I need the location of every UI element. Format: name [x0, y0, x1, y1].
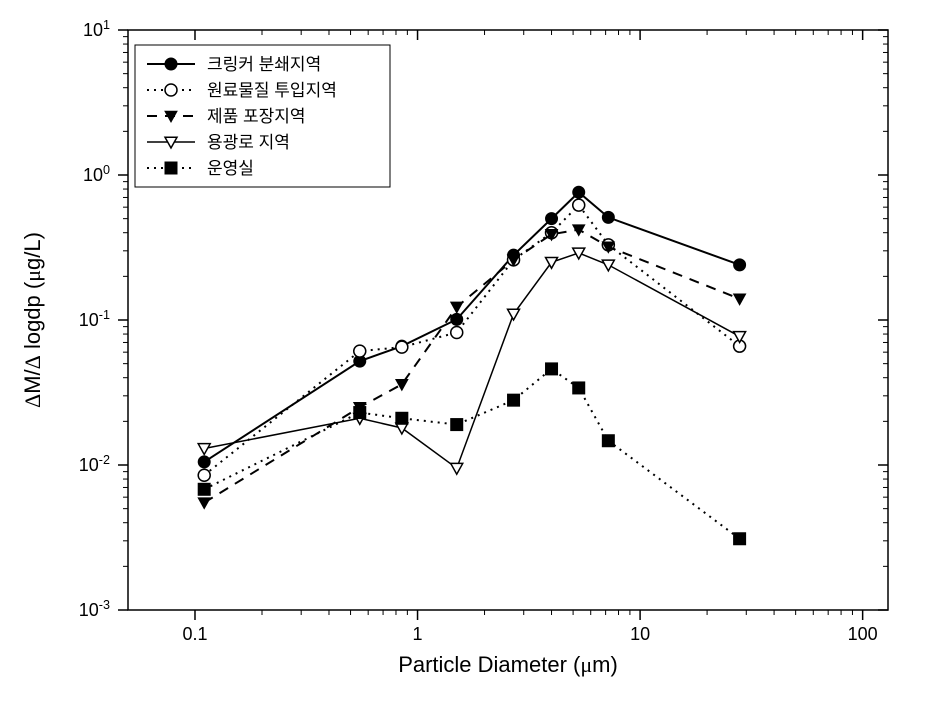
svg-text:제품 포장지역: 제품 포장지역 [207, 107, 306, 126]
series [198, 363, 745, 545]
svg-text:10: 10 [630, 624, 650, 644]
series [198, 225, 745, 509]
svg-text:원료물질 투입지역: 원료물질 투입지역 [207, 81, 337, 100]
svg-text:1: 1 [413, 624, 423, 644]
svg-text:100: 100 [848, 624, 878, 644]
chart-svg: 0.1 1 10 100 10-3 10-2 10-1 100 101 Particle Diam… [0, 0, 949, 702]
svg-text:10-2: 10-2 [79, 453, 110, 475]
svg-text:크링커 분쇄지역: 크링커 분쇄지역 [207, 55, 321, 74]
svg-text:운영실: 운영실 [207, 159, 254, 178]
svg-text:100: 100 [83, 163, 110, 185]
svg-text:10-1: 10-1 [79, 308, 110, 330]
series [198, 199, 745, 481]
chart-container: 0.1 1 10 100 10-3 10-2 10-1 100 101 Particle Diam… [0, 0, 949, 702]
svg-text:ΔM/Δ logdp (μg/L): ΔM/Δ logdp (μg/L) [20, 232, 45, 408]
svg-text:0.1: 0.1 [182, 624, 207, 644]
svg-text:용광로 지역: 용광로 지역 [207, 133, 290, 152]
svg-text:10-3: 10-3 [79, 598, 110, 620]
series [198, 248, 745, 474]
svg-text:Particle Diameter (μm): Particle Diameter (μm) [398, 652, 618, 677]
svg-text:101: 101 [83, 18, 110, 40]
